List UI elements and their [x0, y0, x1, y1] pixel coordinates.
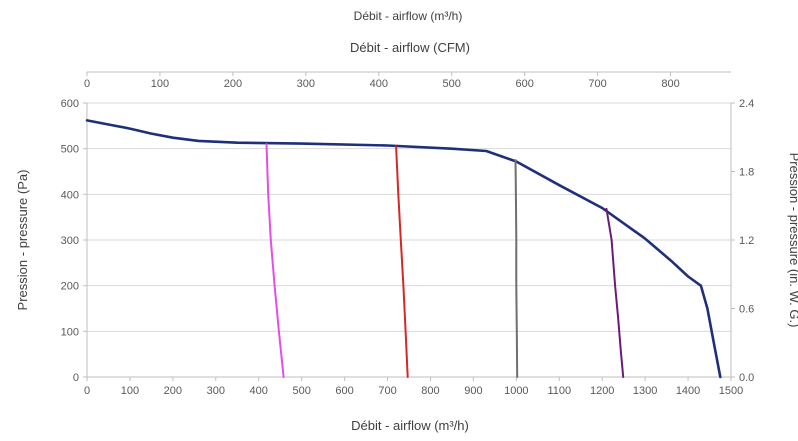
- x2-tick-label-5: 500: [443, 78, 461, 90]
- x2-tick-label-3: 300: [297, 78, 315, 90]
- x-axis-title: Débit - airflow (m³/h): [351, 418, 469, 433]
- x-tick-label-1: 100: [121, 385, 139, 397]
- grid-lines: [87, 102, 731, 378]
- x2-tick-label-8: 800: [661, 78, 679, 90]
- x-tick-label-0: 0: [84, 385, 90, 397]
- x-tick-label-13: 1300: [633, 385, 657, 397]
- x-tick-label-9: 900: [464, 385, 482, 397]
- y-tick-label-4: 400: [61, 189, 79, 201]
- x2-tick-label-4: 400: [370, 78, 388, 90]
- x2-tick-label-6: 600: [515, 78, 533, 90]
- y-tick-label-3: 300: [61, 235, 79, 247]
- x2-tick-label-0: 0: [84, 78, 90, 90]
- y-tick-label-5: 500: [61, 144, 79, 156]
- y-tick-label-1: 100: [61, 326, 79, 338]
- x2-tick-label-2: 200: [224, 78, 242, 90]
- y-tick-label-0: 0: [73, 372, 79, 384]
- series-line-4: [605, 207, 625, 378]
- y-axis-title: Pression - pressure (Pa): [15, 170, 30, 311]
- series-line-2: [395, 145, 409, 378]
- x-tick-label-12: 1200: [590, 385, 614, 397]
- series-line-0: [85, 119, 722, 379]
- y2-tick-label-0: 0.0: [739, 372, 754, 384]
- x-tick-label-5: 500: [292, 385, 310, 397]
- x2-tick-label-7: 700: [588, 78, 606, 90]
- y2-tick-label-4: 2.4: [739, 98, 754, 110]
- x-tick-label-6: 600: [335, 385, 353, 397]
- top-caption: Débit - airflow (m³/h): [354, 9, 463, 23]
- x-tick-label-2: 200: [164, 385, 182, 397]
- y2-tick-label-3: 1.8: [739, 167, 754, 179]
- x-tick-label-7: 700: [378, 385, 396, 397]
- series: [85, 119, 722, 379]
- y2-axis-title: Pression - pressure (in. W. G.): [787, 153, 798, 328]
- series-line-1: [265, 143, 285, 378]
- series-line-3: [514, 159, 519, 378]
- x2-axis-title: Débit - airflow (CFM): [350, 40, 470, 55]
- axes: [83, 71, 735, 381]
- x-tick-label-4: 400: [250, 385, 268, 397]
- y2-tick-label-1: 0.6: [739, 304, 754, 316]
- x-tick-label-10: 1000: [504, 385, 528, 397]
- tick-labels: 0 100 200 300 400 500 600 700 800 900 1000 1100 1200…: [61, 78, 755, 397]
- y-tick-label-6: 600: [61, 98, 79, 110]
- x-tick-label-11: 1100: [547, 385, 571, 397]
- x-tick-label-14: 1400: [676, 385, 700, 397]
- y-tick-label-2: 200: [61, 281, 79, 293]
- x-tick-label-3: 300: [207, 385, 225, 397]
- x-tick-label-15: 1500: [719, 385, 743, 397]
- x-tick-label-8: 800: [421, 385, 439, 397]
- x2-tick-label-1: 100: [151, 78, 169, 90]
- y2-tick-label-2: 1.2: [739, 235, 754, 247]
